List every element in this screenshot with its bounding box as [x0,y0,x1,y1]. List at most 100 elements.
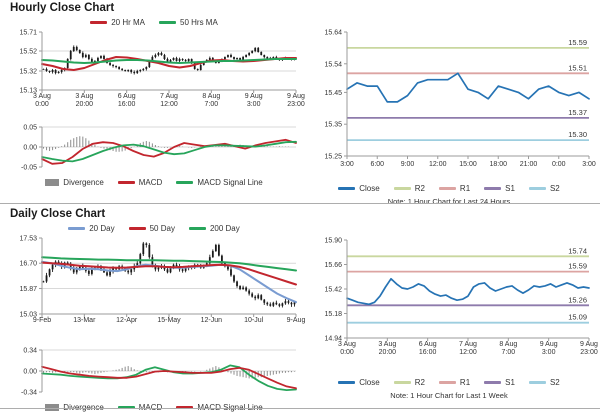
legend-label: MACD [138,402,163,412]
svg-text:12-Apr: 12-Apr [116,317,138,324]
legend-label: MACD [138,177,163,187]
legend-swatch-icon [338,380,356,384]
legend-label: 50 Day [149,223,175,233]
legend-label: Divergence [63,402,104,412]
svg-text:15.51: 15.51 [568,63,587,72]
svg-text:16.70: 16.70 [19,261,37,268]
hourly-chart-title: Hourly Close Chart [10,2,115,14]
svg-text:15.87: 15.87 [19,286,37,293]
pivot-week-panel: 15.74 15.59 15.26 15.09 15.90 15.66 15.42 15.18… [303,226,598,401]
svg-text:9-Feb: 9-Feb [33,317,51,324]
legend-label: 20 Day [89,223,115,233]
legend-swatch-icon [159,20,176,24]
svg-text:15.42: 15.42 [324,287,342,294]
legend-item: 50 Hrs MA [159,18,218,27]
legend-item: 50 Day [128,223,175,233]
svg-text:0:00: 0:00 [552,161,566,168]
legend-label: Close [359,377,380,387]
svg-text:15.64: 15.64 [324,30,342,37]
svg-text:-0.05: -0.05 [21,165,37,172]
legend-label: 20 Hr MA [111,17,145,27]
svg-text:15.37: 15.37 [568,108,587,117]
svg-text:3:00: 3:00 [340,161,354,168]
legend-item: Divergence [45,178,104,187]
daily-macd-chart: 0.34 0.00 -0.34 [21,348,297,397]
legend-label: S2 [549,183,560,193]
legend-label: MACD Signal Line [197,177,263,187]
svg-text:17.53: 17.53 [19,236,37,243]
legend-label: S2 [549,377,560,387]
svg-text:15-May: 15-May [157,317,181,324]
svg-text:15.59: 15.59 [568,262,587,271]
pivot-24h-legend: Close R2 R1 S1 S2 [303,182,595,194]
hourly-close-panel: Hourly Close Chart 20 Hr MA 50 Hrs MA 15.… [8,2,305,188]
svg-text:9:00: 9:00 [401,161,415,168]
legend-label: R2 [414,183,425,193]
legend-swatch-icon [45,403,60,411]
legend-label: R1 [459,377,471,387]
legend-item: S1 [484,378,515,387]
legend-label: Close [359,183,380,193]
legend-swatch-icon [128,226,146,230]
legend-swatch-icon [393,380,411,384]
svg-text:15.09: 15.09 [568,313,587,322]
legend-swatch-icon [393,186,411,190]
pivot-week-chart: 15.74 15.59 15.26 15.09 15.90 15.66 15.42 15.18… [324,238,598,357]
legend-item: S2 [528,377,560,387]
svg-text:9-Aug: 9-Aug [287,317,306,324]
svg-text:15.71: 15.71 [19,30,37,37]
svg-text:14.94: 14.94 [324,336,342,343]
legend-label: MACD Signal Line [197,402,263,412]
legend-swatch-icon [438,186,456,190]
legend-swatch-icon [188,226,206,230]
daily-close-panel: Daily Close Chart 20 Day 50 Day 200 Day 17… [8,208,305,413]
svg-text:21:00: 21:00 [520,161,538,168]
svg-text:12-Jun: 12-Jun [201,317,223,324]
legend-swatch-icon [438,380,456,384]
legend-swatch-icon [484,380,502,384]
svg-text:18:00: 18:00 [489,161,507,168]
pivot-24h-chart: 15.59 15.51 15.37 15.30 15.64 15.54 15.45 15.35… [324,30,595,169]
pivot-week-note: Note: 1 Hour Chart for Last 1 Week [390,391,508,400]
svg-text:15.54: 15.54 [324,61,342,68]
legend-item: Close [338,377,380,387]
legend-item: R1 [438,377,471,387]
daily-macd-legend: Divergence MACD MACD Signal Line [8,401,300,413]
legend-label: S1 [505,183,515,193]
legend-swatch-icon [338,186,356,190]
daily-ma-legend: 20 Day 50 Day 200 Day [8,222,300,234]
pivot-24h-panel: 15.59 15.51 15.37 15.30 15.64 15.54 15.45 15.35… [303,22,595,207]
legend-label: S1 [505,377,515,387]
legend-swatch-icon [117,405,135,409]
bottom-divider [0,408,600,409]
svg-text:15.03: 15.03 [19,312,37,319]
svg-text:15.66: 15.66 [324,262,342,269]
legend-item: MACD [117,177,163,187]
pivot-week-legend: Close R2 R1 S1 S2 [303,376,595,388]
legend-swatch-icon [117,180,135,184]
legend-swatch-icon [90,20,108,24]
legend-swatch-icon [68,226,86,230]
legend-swatch-icon [528,186,546,190]
svg-text:15:00: 15:00 [459,161,477,168]
legend-swatch-icon [176,405,194,409]
legend-item: 200 Day [188,224,240,233]
svg-text:15.52: 15.52 [19,49,37,56]
svg-text:0.00: 0.00 [23,369,37,376]
legend-item: 20 Hr MA [90,18,145,27]
legend-item: R2 [393,183,425,193]
svg-text:13-Mar: 13-Mar [73,317,96,324]
legend-label: R2 [414,377,425,387]
svg-text:0.34: 0.34 [23,348,37,355]
svg-text:15.90: 15.90 [324,238,342,245]
